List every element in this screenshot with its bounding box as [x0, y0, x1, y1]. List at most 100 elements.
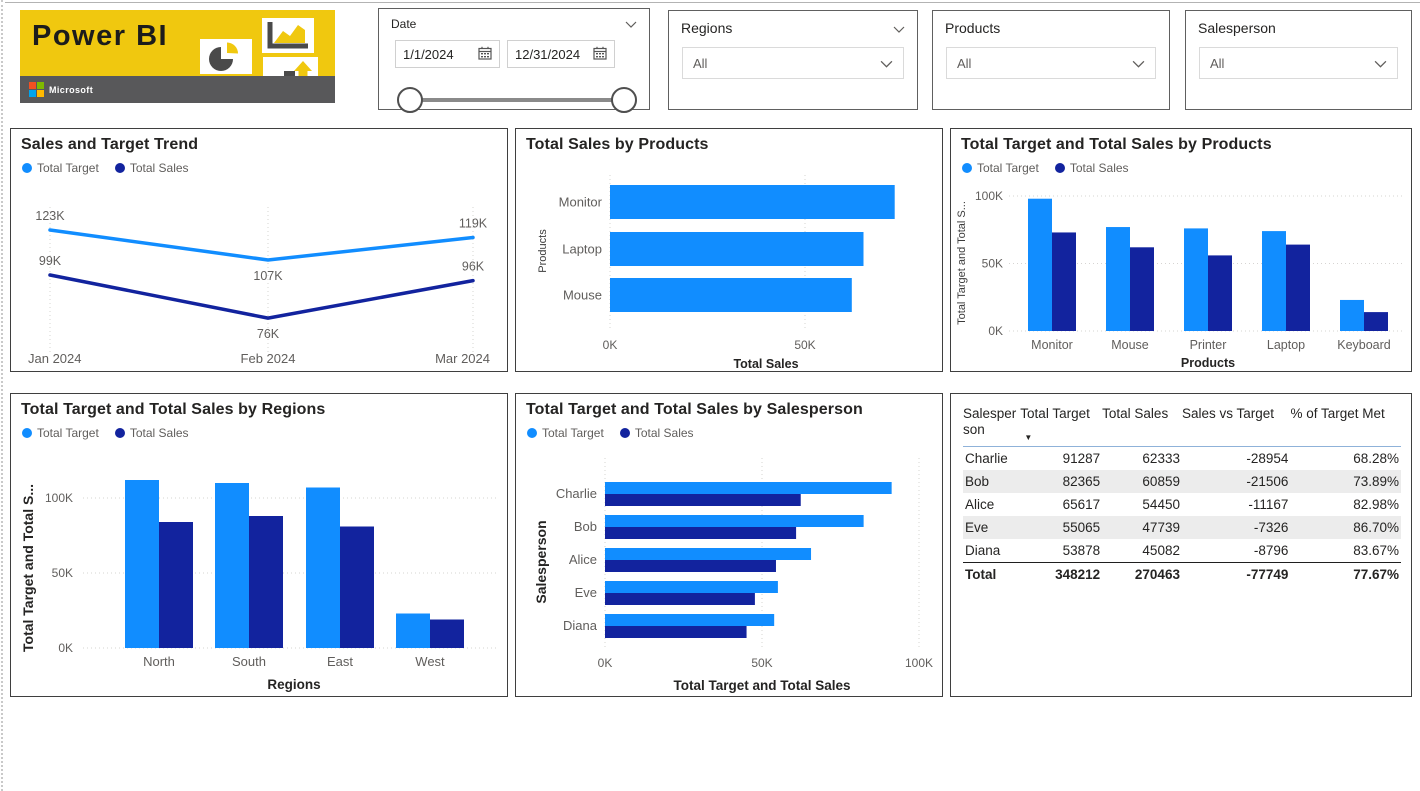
svg-text:Feb 2024: Feb 2024 — [241, 351, 296, 366]
svg-text:50K: 50K — [751, 656, 772, 670]
table-cell: 62333 — [1142, 450, 1180, 466]
table-cell: 86.70% — [1290, 515, 1401, 539]
salesperson-slicer-label: Salesperson — [1198, 20, 1276, 36]
regions-dropdown-value: All — [693, 55, 708, 71]
pie-chart-icon — [200, 39, 252, 74]
legend-label: Total Sales — [1069, 161, 1129, 175]
table-cell: Bob — [963, 469, 1021, 493]
svg-text:76K: 76K — [257, 327, 280, 341]
svg-text:Monitor: Monitor — [1031, 338, 1073, 352]
calendar-icon[interactable] — [593, 46, 607, 63]
table-cell: 53878 — [1062, 542, 1101, 558]
microsoft-brand-text: Microsoft — [49, 84, 94, 95]
salesperson-table-panel: Salesperson ▼ Total Target Total Sales Sales… — [950, 393, 1412, 697]
table-column-header[interactable]: Total Sales — [1102, 402, 1182, 447]
legend-label: Total Sales — [129, 426, 189, 440]
table-cell: -28954 — [1246, 450, 1289, 466]
chart-title: Total Target and Total Sales by Regions — [21, 401, 326, 418]
canvas-left-edge — [1, 0, 3, 791]
legend-dot-total-target — [22, 163, 32, 173]
microsoft-logo-icon — [29, 82, 44, 97]
end-date-value: 12/31/2024 — [515, 46, 581, 62]
legend-label: Total Target — [37, 426, 99, 440]
slider-handle-start[interactable] — [397, 87, 423, 113]
logo-strip: Microsoft — [20, 76, 335, 103]
products-dropdown[interactable]: All — [946, 47, 1156, 79]
slider-handle-end[interactable] — [611, 87, 637, 113]
table-column-header[interactable]: Total Target — [1020, 402, 1103, 447]
svg-text:123K: 123K — [35, 209, 65, 223]
start-date-input[interactable]: 1/1/2024 — [395, 40, 500, 68]
products-slicer-label: Products — [945, 20, 1001, 36]
table-column-header[interactable]: Sales vs Target — [1181, 402, 1291, 447]
products-slicer-panel: Products All — [932, 10, 1170, 110]
svg-text:Jan 2024: Jan 2024 — [28, 351, 82, 366]
table-cell: -8796 — [1253, 542, 1289, 558]
svg-text:West: West — [415, 654, 445, 669]
svg-text:Charlie: Charlie — [556, 486, 597, 501]
svg-text:107K: 107K — [253, 269, 283, 283]
svg-text:Eve: Eve — [575, 585, 597, 600]
legend-label: Total Target — [542, 426, 604, 440]
table-cell: Diana — [965, 542, 1001, 558]
legend-dot-total-target — [22, 428, 32, 438]
salesperson-dropdown[interactable]: All — [1199, 47, 1398, 79]
table-cell: 65617 — [1062, 496, 1101, 512]
chart-title: Sales and Target Trend — [21, 136, 199, 153]
target-sales-by-products-panel: Total Target and Total Sales by Products… — [950, 128, 1412, 372]
regions-slicer-panel: Regions All — [668, 10, 918, 110]
table-cell: -11167 — [1248, 496, 1289, 512]
calendar-icon[interactable] — [478, 46, 492, 63]
svg-text:Monitor: Monitor — [559, 195, 603, 210]
svg-text:Products: Products — [1181, 356, 1235, 370]
legend-dot-total-sales — [114, 428, 125, 438]
legend-label: Total Sales — [129, 161, 189, 175]
legend-label: Total Sales — [634, 426, 694, 440]
table-row[interactable]: Charlie 91287 62333 -28954 68.28% — [963, 446, 1401, 470]
svg-text:100K: 100K — [45, 491, 73, 505]
table-cell: Alice — [965, 496, 995, 512]
chevron-down-icon — [1374, 56, 1387, 71]
legend-dot-total-target — [962, 163, 972, 173]
sales-target-trend-panel: Sales and Target Trend Total Target Tota… — [10, 128, 508, 372]
chart-legend: Total Target Total Sales — [951, 154, 1411, 175]
chevron-down-icon — [880, 56, 893, 71]
table-column-header[interactable]: Salesperson ▼ — [963, 402, 1032, 447]
products-dropdown-value: All — [957, 55, 972, 71]
table-row[interactable]: Alice 65617 54450 -11167 82.98% — [963, 493, 1401, 516]
table-row[interactable]: Diana 53878 45082 -8796 83.67% — [963, 539, 1401, 563]
powerbi-logo: Power BI Micr — [20, 10, 335, 103]
table-header[interactable]: Salesperson ▼ Total Target Total Sales Sales… — [963, 402, 1401, 447]
salesperson-slicer-panel: Salesperson All — [1185, 10, 1412, 110]
svg-text:0K: 0K — [603, 338, 618, 352]
table-row[interactable]: Bob 82365 60859 -21506 73.89% — [963, 469, 1401, 493]
table-cell: -7326 — [1181, 515, 1291, 539]
svg-text:Laptop: Laptop — [562, 242, 602, 257]
table-column-header[interactable]: % of Target Met — [1290, 402, 1401, 447]
svg-text:99K: 99K — [39, 254, 62, 268]
table-cell: 82365 — [1020, 469, 1103, 493]
bar-chart-plot[interactable]: 0K 50K Monitor Laptop Mouse Total Sales Produc… — [516, 129, 942, 371]
chevron-down-icon[interactable] — [893, 20, 905, 36]
chevron-down-icon[interactable] — [625, 17, 637, 31]
svg-text:100K: 100K — [975, 189, 1003, 203]
date-range-slider[interactable] — [397, 86, 637, 114]
svg-text:North: North — [143, 654, 175, 669]
svg-text:Mar 2024: Mar 2024 — [435, 351, 490, 366]
table-row[interactable]: Eve 55065 47739 -7326 86.70% — [963, 515, 1401, 539]
horizontal-bar-chart-plot[interactable]: 0K 50K 100K Charlie Bob Alice Eve Diana Total Ta… — [516, 394, 942, 696]
regions-dropdown[interactable]: All — [682, 47, 904, 79]
line-chart-plot[interactable]: 123K 107K 119K 99K 76K 96K Jan 2024 Feb 2024 Mar… — [11, 129, 507, 371]
slider-track[interactable] — [410, 98, 624, 102]
end-date-input[interactable]: 12/31/2024 — [507, 40, 615, 68]
table-cell: -21506 — [1181, 469, 1291, 493]
legend-label: Total Target — [977, 161, 1039, 175]
column-chart-plot[interactable]: 0K 50K 100K Monitor Mouse Printer Laptop Keyboa… — [951, 129, 1411, 371]
chart-legend: Total Target Total Sales — [11, 154, 507, 175]
svg-text:Printer: Printer — [1190, 338, 1227, 352]
table-cell: Eve — [963, 515, 1021, 539]
svg-text:South: South — [232, 654, 266, 669]
date-slicer-label: Date — [391, 17, 417, 31]
target-sales-by-salesperson-panel: Total Target and Total Sales by Salesper… — [515, 393, 943, 697]
